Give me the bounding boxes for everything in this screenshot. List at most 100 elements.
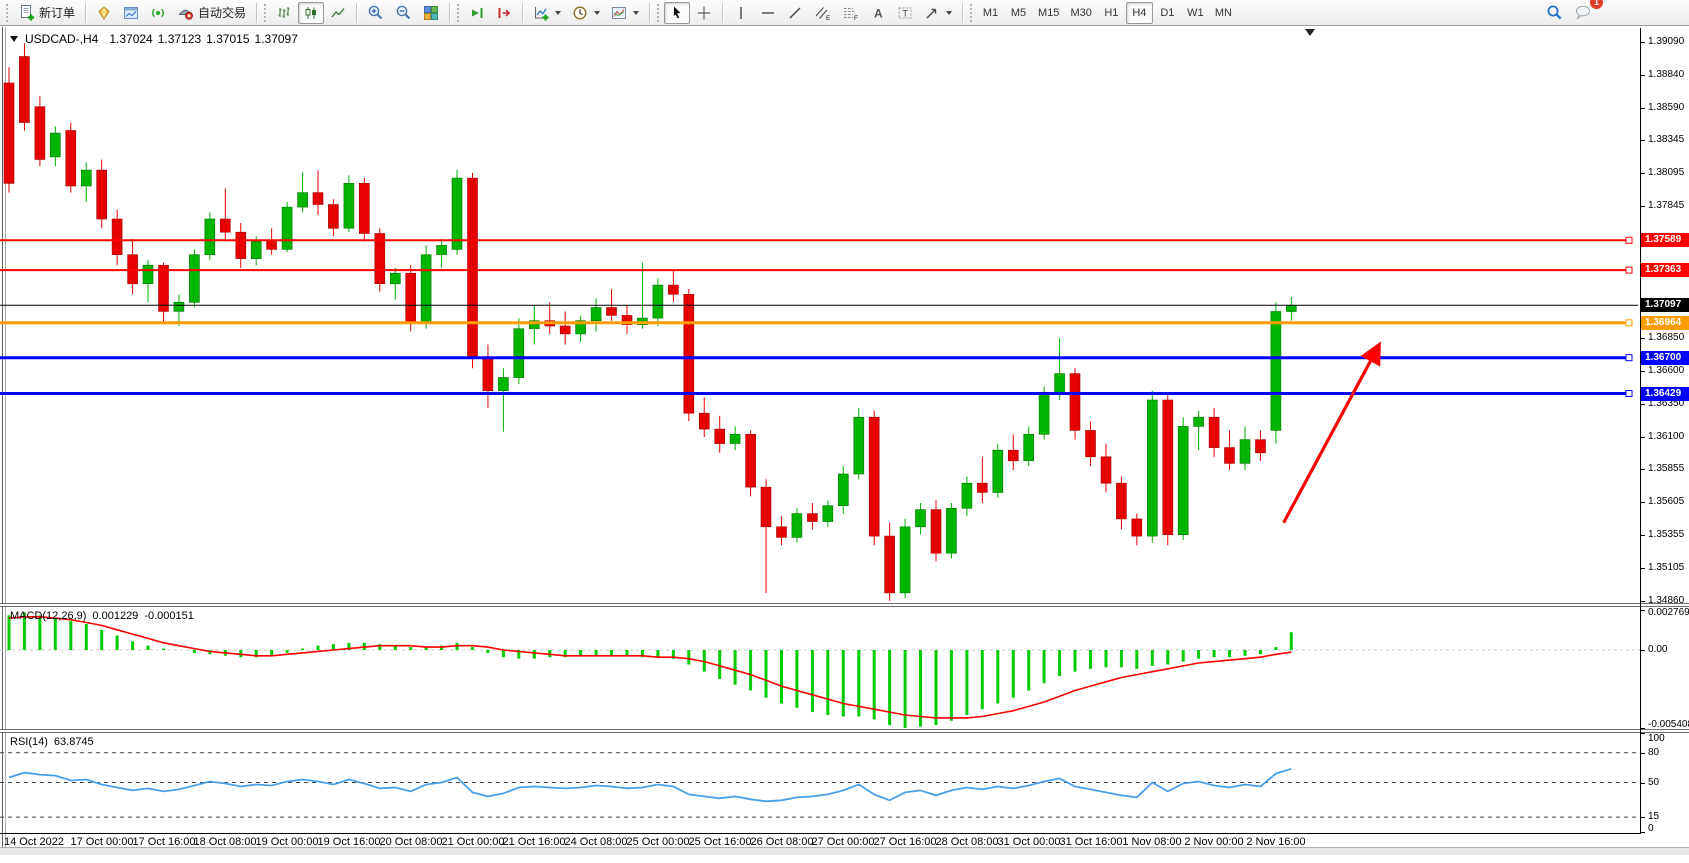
new-order-label: 新订单 — [39, 6, 76, 20]
auto-scroll-button[interactable] — [464, 2, 490, 24]
timeframe-button-M15[interactable]: M15 — [1033, 2, 1064, 24]
price-level-tag[interactable]: 1.36964 — [1641, 316, 1689, 330]
cursor-tool-button[interactable] — [664, 1, 691, 24]
indicators-dropdown-caret[interactable] — [555, 10, 562, 15]
axis-tick — [1640, 371, 1645, 372]
date-axis-label: 25 Oct 00:00 — [626, 836, 690, 848]
templates-dropdown-caret[interactable] — [633, 10, 640, 15]
toolbar-separator — [962, 2, 964, 23]
timeframe-button-M5[interactable]: M5 — [1005, 2, 1032, 24]
equidistant-channel-tool-button[interactable]: E — [809, 2, 836, 24]
date-axis-label: 24 Oct 08:00 — [564, 836, 628, 848]
templates-button[interactable] — [606, 2, 644, 24]
horizontal-line-tool-button[interactable] — [755, 2, 781, 24]
price-chart[interactable] — [0, 28, 1640, 605]
notification-badge[interactable]: 1 — [1590, 0, 1603, 10]
macd-panel-chart[interactable] — [0, 607, 1640, 731]
notifications-button[interactable] — [1569, 0, 1597, 22]
axis-tick — [1640, 610, 1645, 611]
price-level-tag[interactable]: 1.37363 — [1641, 263, 1689, 277]
rsi-axis-label: 100 — [1648, 733, 1665, 744]
indicators-button[interactable] — [528, 2, 566, 24]
new-order-icon — [21, 5, 34, 21]
vertical-line-icon — [740, 6, 742, 19]
date-axis-label: 28 Oct 08:00 — [935, 836, 999, 848]
axis-tick — [1640, 535, 1645, 536]
ohlc-high: 1.37123 — [157, 32, 202, 46]
date-axis-label: 2 Nov 00:00 — [1184, 836, 1244, 848]
symbol-dropdown-icon[interactable] — [10, 36, 18, 42]
terminal-button[interactable] — [118, 2, 144, 24]
svg-text:F: F — [854, 15, 858, 21]
timeframe-button-M1[interactable]: M1 — [977, 2, 1004, 24]
new-order-button[interactable]: 新订单 — [13, 2, 80, 24]
date-axis[interactable]: 14 Oct 2022 17 Oct 00:00 17 Oct 16:00 18 Oc… — [0, 836, 1640, 852]
svg-text:E: E — [826, 15, 831, 21]
macd-axis-label: -0.005408 — [1648, 719, 1689, 730]
line-chart-button[interactable] — [325, 2, 351, 24]
bar-chart-button[interactable] — [271, 2, 297, 24]
signals-button[interactable] — [145, 2, 171, 24]
axis-tick — [1640, 173, 1645, 174]
axis-tick — [1640, 338, 1645, 339]
crosshair-tool-button[interactable] — [691, 2, 717, 24]
chart-shift-button[interactable] — [491, 2, 517, 24]
axis-tick — [1640, 783, 1645, 784]
ohlc-open: 1.37024 — [109, 32, 153, 46]
price-axis-label: 1.36600 — [1648, 365, 1685, 376]
price-axis-label: 1.38345 — [1648, 134, 1685, 145]
rsi-panel-chart[interactable] — [0, 733, 1640, 833]
zoom-out-icon — [396, 5, 411, 20]
fibonacci-tool-button[interactable]: F — [837, 2, 864, 24]
tile-windows-icon — [424, 5, 439, 20]
auto-trading-button[interactable]: 自动交易 — [172, 2, 251, 24]
date-axis-label: 21 Oct 00:00 — [441, 836, 505, 848]
timeframe-button-D1[interactable]: D1 — [1154, 2, 1181, 24]
tile-windows-button[interactable] — [418, 2, 444, 24]
timeframe-button-H4[interactable]: H4 — [1125, 1, 1153, 24]
trendline-tool-button[interactable] — [782, 2, 808, 24]
price-axis-label: 1.38095 — [1648, 167, 1685, 178]
trendline-icon — [789, 7, 801, 18]
arrows-tool-button[interactable] — [919, 2, 957, 24]
price-level-tag[interactable]: 1.37097 — [1641, 298, 1689, 312]
cursor-icon — [673, 6, 681, 18]
timeframe-button-H1[interactable]: H1 — [1098, 2, 1125, 24]
price-level-tag[interactable]: 1.36429 — [1641, 387, 1689, 401]
template-icon — [612, 6, 627, 19]
macd-signal-line — [8, 616, 1292, 719]
zoom-in-button[interactable] — [362, 2, 389, 24]
date-axis-label: 26 Oct 08:00 — [750, 836, 814, 848]
axis-tick — [1640, 75, 1645, 76]
price-level-tag[interactable]: 1.36700 — [1641, 351, 1689, 365]
arrows-dropdown-caret[interactable] — [946, 10, 953, 15]
svg-text:T: T — [903, 8, 909, 18]
timeframe-button-MN[interactable]: MN — [1210, 2, 1237, 24]
timeframe-button-M30[interactable]: M30 — [1065, 2, 1096, 24]
zoom-out-button[interactable] — [390, 2, 417, 24]
panel-separator[interactable] — [0, 729, 1689, 733]
ohlc-close: 1.37097 — [254, 32, 298, 46]
fibonacci-icon: F — [844, 7, 858, 21]
market-button[interactable] — [91, 2, 117, 24]
periods-button[interactable] — [567, 2, 605, 24]
search-icon — [1547, 5, 1562, 20]
axis-tick — [1640, 140, 1645, 141]
chart-shift-icon — [498, 7, 511, 18]
chart-shift-marker[interactable] — [1305, 29, 1315, 36]
search-button[interactable] — [1541, 2, 1568, 24]
chart-window[interactable]: USDCAD-,H4 1.37024 1.37123 1.37015 1.370… — [0, 27, 1689, 855]
trend-arrow-annotation[interactable] — [1282, 341, 1381, 524]
vertical-line-tool-button[interactable] — [728, 2, 754, 24]
candlestick-chart-button[interactable] — [298, 1, 325, 24]
panel-separator[interactable] — [0, 603, 1689, 607]
text-label-tool-button[interactable]: T — [892, 2, 918, 24]
timeframe-button-W1[interactable]: W1 — [1182, 2, 1209, 24]
date-axis-label: 14 Oct 2022 — [4, 836, 64, 848]
periods-dropdown-caret[interactable] — [594, 10, 601, 15]
price-level-tag[interactable]: 1.37589 — [1641, 233, 1689, 247]
text-tool-button[interactable]: A — [865, 2, 891, 24]
toolbar-grip — [264, 3, 267, 22]
axis-tick — [1640, 753, 1645, 754]
